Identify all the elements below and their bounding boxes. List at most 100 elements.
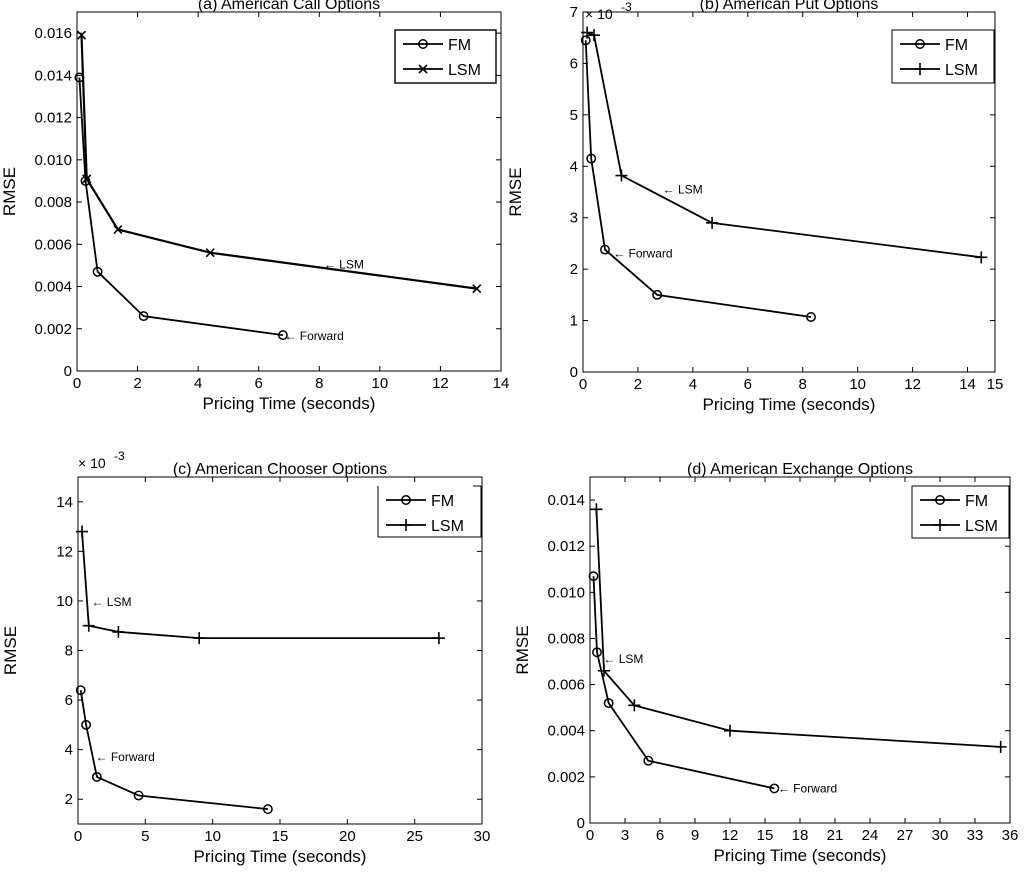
x-tick-label: 12 xyxy=(904,376,921,393)
y-axis-label: RMSE xyxy=(0,167,19,216)
x-tick-label: 6 xyxy=(656,827,664,844)
y-tick-label: 7 xyxy=(570,4,578,21)
x-tick-label: 6 xyxy=(744,376,752,393)
x-tick-label: 5 xyxy=(141,828,149,845)
chart-title: (b) American Put Options xyxy=(700,0,879,13)
x-tick-label: 15 xyxy=(272,828,289,845)
axes-frame xyxy=(582,11,996,373)
annotation-label: ← Forward xyxy=(778,781,837,795)
x-axis-label: Pricing Time (seconds) xyxy=(714,846,887,865)
x-axis-label: Pricing Time (seconds) xyxy=(703,395,876,414)
x-tick-label: 30 xyxy=(474,828,491,845)
data-point-x xyxy=(205,248,215,258)
x-tick-label: 2 xyxy=(133,375,141,392)
legend-label: FM xyxy=(448,37,471,54)
y-tick-label: 0.002 xyxy=(34,321,72,338)
x-tick-label: 36 xyxy=(1002,827,1019,844)
x-axis-label: Pricing Time (seconds) xyxy=(194,847,367,866)
data-point-circle xyxy=(75,685,86,696)
data-point-plus xyxy=(994,740,1007,753)
y-tick-label: 6 xyxy=(65,692,73,709)
data-point-circle xyxy=(769,783,780,794)
data-point-circle xyxy=(138,311,149,322)
annotation-label: ← LSM xyxy=(603,652,643,666)
data-point-plus xyxy=(628,699,641,712)
data-point-x xyxy=(418,64,428,74)
data-point-plus xyxy=(400,519,412,531)
y-tick-label: 0.002 xyxy=(547,769,585,786)
y-tick-label: 0.006 xyxy=(34,236,72,253)
data-point-circle xyxy=(277,330,288,341)
legend-box xyxy=(891,29,995,84)
data-point-plus xyxy=(432,632,445,645)
legend-label: FM xyxy=(945,37,968,54)
data-point-circle xyxy=(592,647,602,658)
data-point-x xyxy=(76,30,87,40)
y-tick-label: 6 xyxy=(570,55,578,72)
data-point-plus xyxy=(706,216,719,229)
data-point-x xyxy=(472,284,482,294)
data-point-x xyxy=(82,174,92,184)
data-point-plus xyxy=(587,29,600,42)
data-point-circle xyxy=(600,244,610,255)
data-point-circle xyxy=(81,719,92,730)
axis-exponent-power: -3 xyxy=(114,449,125,463)
data-point-plus xyxy=(724,724,736,737)
y-tick-label: 0 xyxy=(64,363,72,380)
series-line xyxy=(595,509,1001,748)
data-point-plus xyxy=(934,519,946,531)
y-tick-label: 2 xyxy=(65,791,73,808)
x-tick-label: 4 xyxy=(689,376,697,393)
x-tick-label: 14 xyxy=(493,375,510,392)
y-tick-label: 3 xyxy=(570,210,578,227)
data-point-circle xyxy=(935,495,945,505)
annotation-label: ← Forward xyxy=(613,247,672,261)
legend-label: FM xyxy=(431,493,454,510)
data-point-circle xyxy=(580,35,591,46)
x-tick-label: 18 xyxy=(792,827,809,844)
series-line xyxy=(78,77,284,336)
series-lsm xyxy=(76,525,445,645)
data-point-circle xyxy=(91,771,102,782)
y-tick-label: 0.004 xyxy=(34,279,72,296)
x-tick-label: 12 xyxy=(432,375,449,392)
data-point-circle xyxy=(262,804,273,815)
axes-frame xyxy=(76,11,502,372)
data-point-circle xyxy=(418,39,428,49)
x-tick-label: 10 xyxy=(372,375,389,392)
x-tick-label: 8 xyxy=(799,376,807,393)
y-tick-label: 0.012 xyxy=(34,110,72,127)
data-point-circle xyxy=(92,266,103,277)
y-tick-label: 0.016 xyxy=(34,25,72,42)
data-point-circle xyxy=(588,571,599,582)
chart-title: (d) American Exchange Options xyxy=(687,461,913,478)
data-point-x xyxy=(113,224,123,235)
y-tick-label: 4 xyxy=(65,742,73,759)
y-tick-label: 0.004 xyxy=(547,723,585,740)
chart-panel-1: (a) American Call Options 0 2 4 6 8 10 12 14 0 0.0… xyxy=(0,0,509,413)
series-line xyxy=(592,576,775,790)
series-lsm xyxy=(76,30,482,294)
series-line xyxy=(81,531,439,639)
axis-exponent-label: × 10 xyxy=(585,6,613,22)
y-axis-label: RMSE xyxy=(513,625,532,674)
data-point-plus xyxy=(112,625,125,638)
y-tick-label: 4 xyxy=(570,158,578,175)
y-axis-label: RMSE xyxy=(506,167,525,216)
x-axis-label: Pricing Time (seconds) xyxy=(203,394,376,413)
data-point-circle xyxy=(806,312,816,322)
y-tick-label: 0.014 xyxy=(34,67,72,84)
y-tick-label: 8 xyxy=(65,643,73,660)
x-tick-label: 14 xyxy=(959,376,976,393)
x-tick-label: 0 xyxy=(73,375,81,392)
y-tick-label: 10 xyxy=(56,593,73,610)
y-tick-label: 0.014 xyxy=(547,492,585,509)
x-tick-label: 12 xyxy=(722,827,739,844)
data-point-circle xyxy=(643,755,654,766)
x-tick-label: 33 xyxy=(967,827,984,844)
x-tick-label: 8 xyxy=(315,375,323,392)
axis-exponent-label: × 10 xyxy=(78,455,106,471)
legend: FM LSM xyxy=(891,29,995,84)
x-tick-label: 21 xyxy=(827,827,844,844)
legend-label: LSM xyxy=(965,518,998,535)
